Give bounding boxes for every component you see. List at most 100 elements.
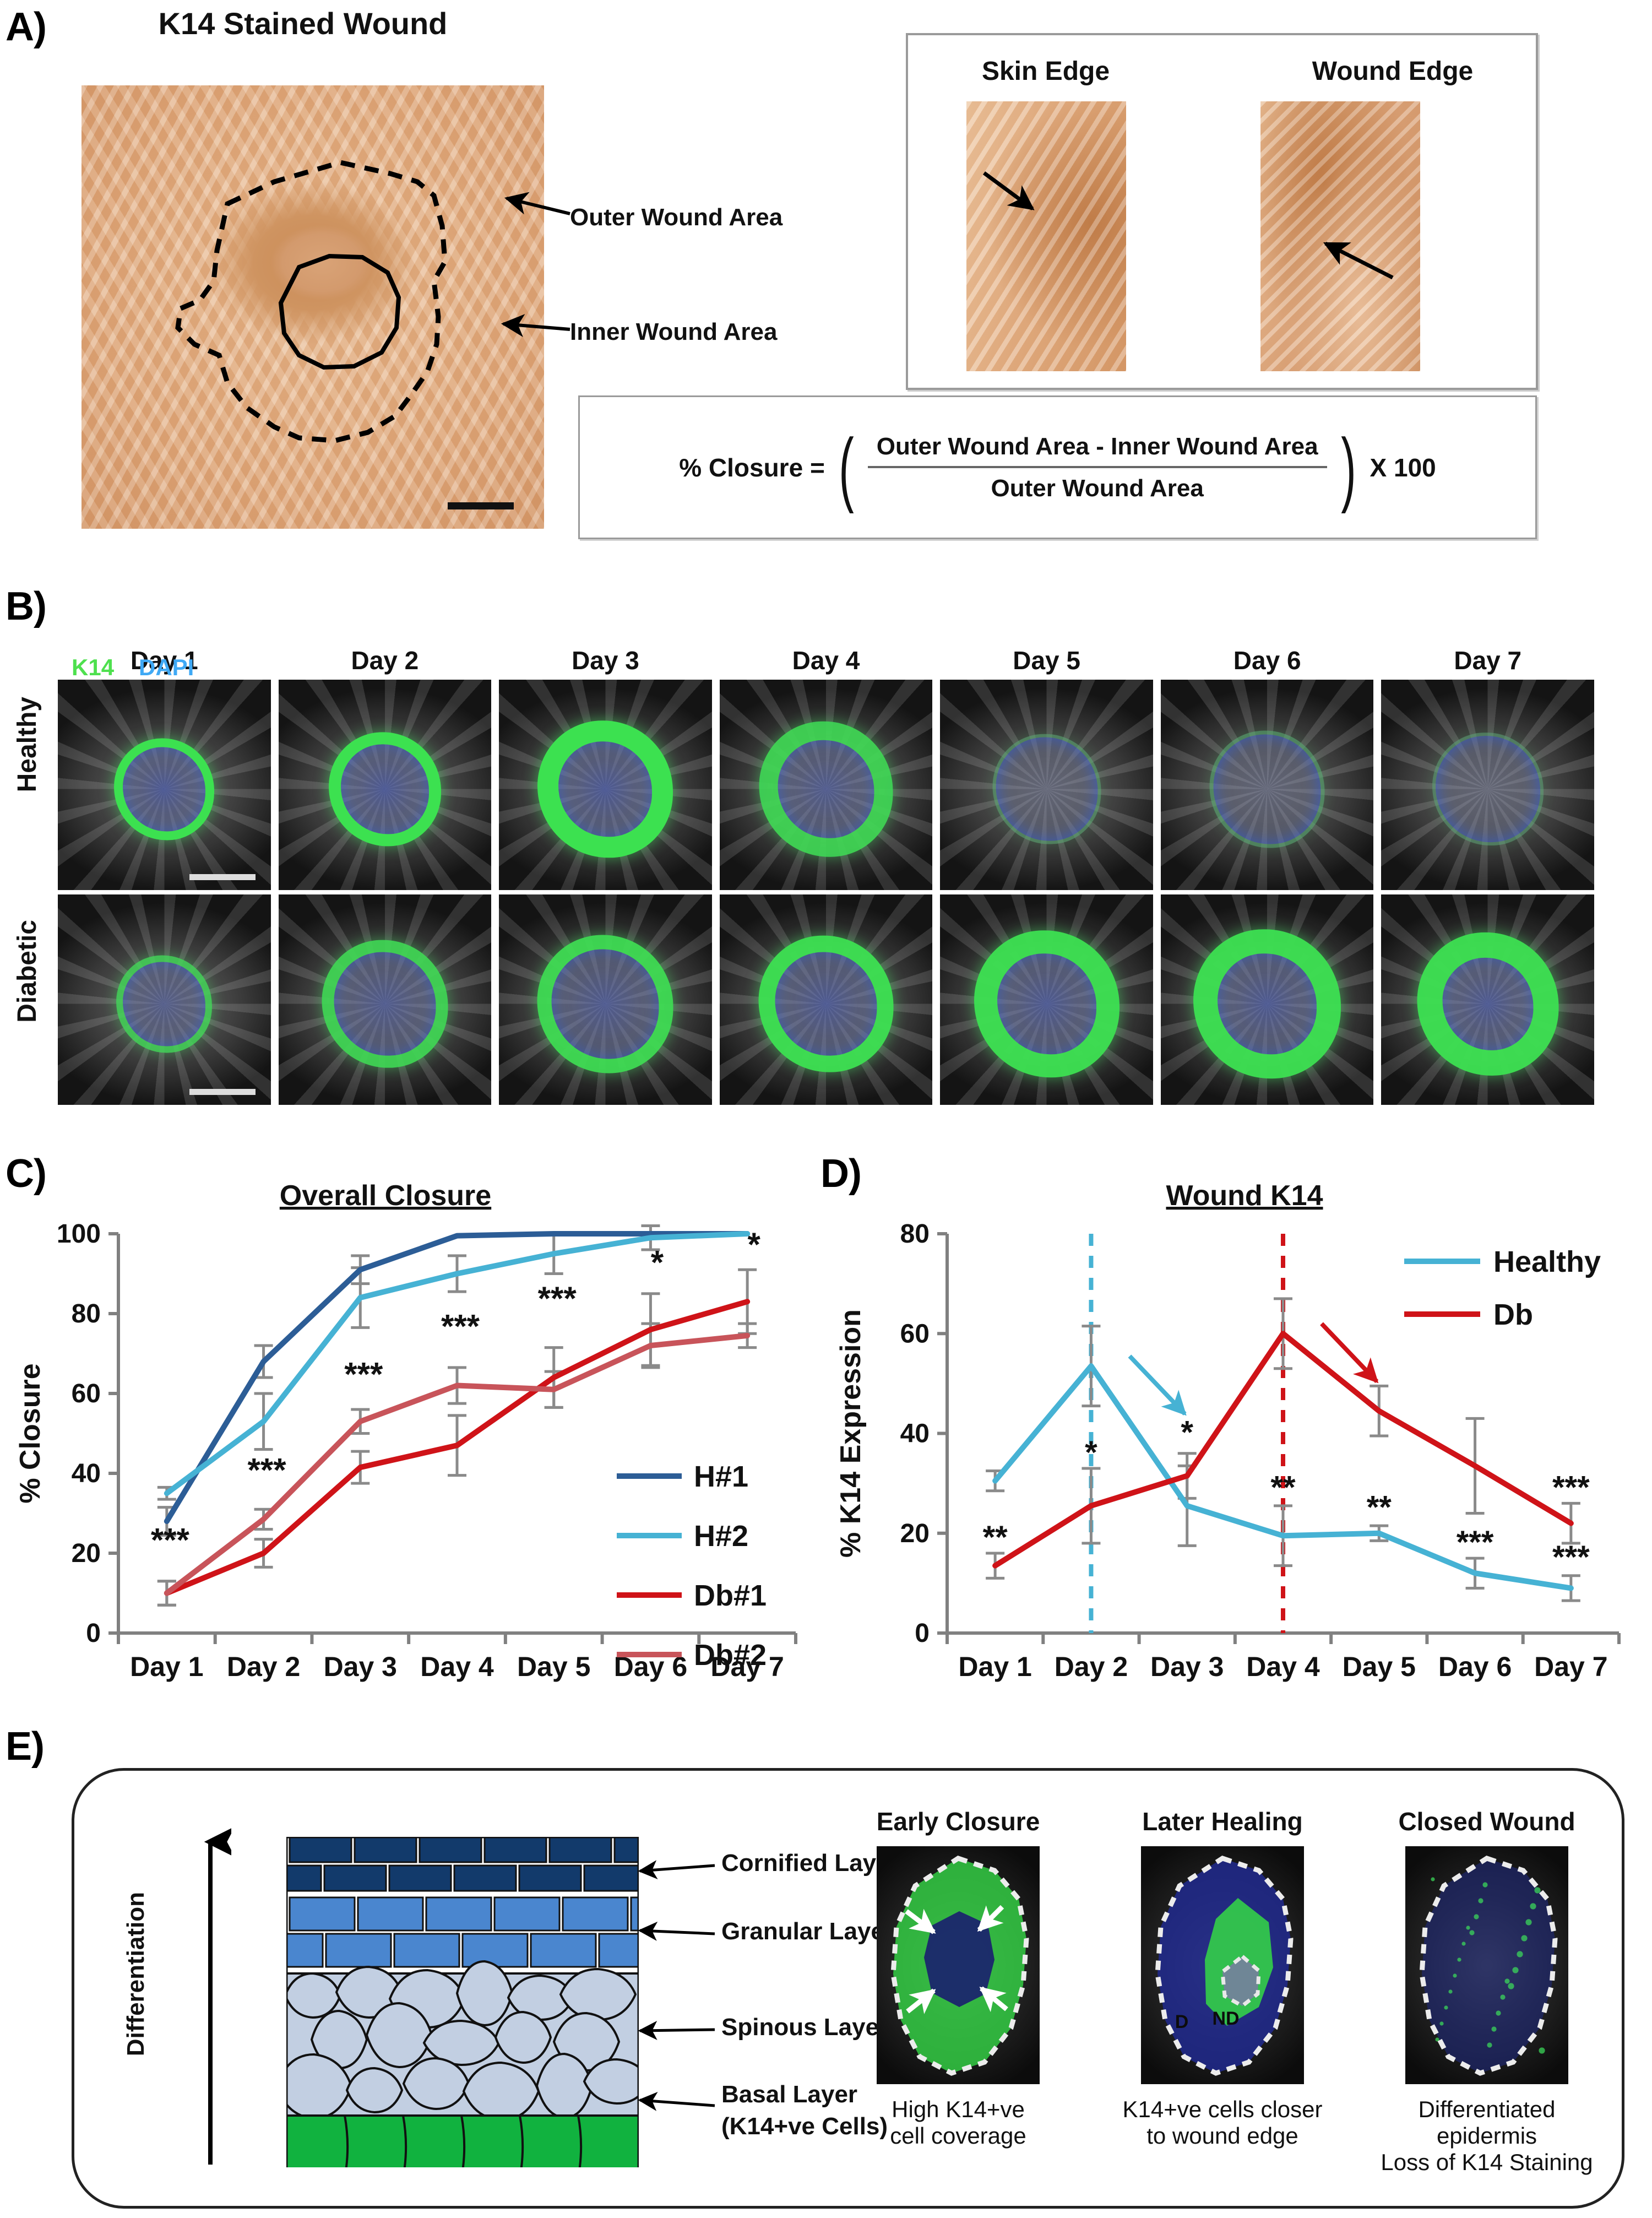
annotation-nd: ND xyxy=(1212,2008,1239,2029)
k14-speckle xyxy=(1500,1994,1506,2000)
k14-speckle xyxy=(1525,1919,1532,1926)
significance-marker-day-1: *** xyxy=(151,1521,190,1558)
basal-leader xyxy=(638,2091,715,2111)
panel-b-day-label-row: Day 1 Day 2 Day 3 Day 4 Day 5 Day 6 Day 7 xyxy=(58,646,1594,675)
scale-bar xyxy=(189,874,256,880)
micrograph-diabetic-day-7 xyxy=(1381,894,1595,1105)
day-label-1: Day 1 xyxy=(130,646,198,675)
panel-a-letter: A) xyxy=(6,5,47,49)
x-tick-label-4: Day 4 xyxy=(1246,1651,1320,1682)
spinous-cell xyxy=(583,2058,639,2105)
channel-legend-k14: K14 xyxy=(72,654,115,680)
trend-arrow-cf1318 xyxy=(1320,1322,1379,1384)
stage-caption-line2-3: Loss of K14 Staining xyxy=(1381,2149,1593,2175)
residual-wound-region xyxy=(1220,1954,1261,2009)
layer-label-granular: Granular Layer xyxy=(721,1918,894,1945)
granular-cell xyxy=(562,1896,629,1932)
significance-marker-day-6: *** xyxy=(1457,1525,1494,1560)
epidermis-layer-schematic xyxy=(286,1837,639,2167)
wound-k14-chart: Wound K14 0 20 40 60 80 Day 1 Day 2 Day 3 Day 4 Da… xyxy=(835,1180,1621,1682)
micrograph-healthy-day-7 xyxy=(1381,680,1595,890)
cornified-cell xyxy=(289,1837,352,1863)
k14-speckle xyxy=(1504,1978,1510,1984)
layer-label-basal: Basal Layer xyxy=(721,2081,858,2108)
micrograph-healthy-day-5 xyxy=(940,680,1153,890)
y-axis-label: % Closure xyxy=(14,1363,46,1503)
k14-stained-wound-ring xyxy=(1432,732,1544,846)
differentiation-label: Differentiation xyxy=(122,1892,149,2057)
wound-edge-arrow xyxy=(1323,241,1394,280)
wound-boundary-dashed xyxy=(1419,1856,1558,2076)
series-line-db2 xyxy=(164,1332,751,1596)
cornified-cell xyxy=(388,1864,452,1892)
k14-speckle xyxy=(1530,1903,1536,1910)
stage-caption-line2-2: to wound edge xyxy=(1146,2123,1298,2149)
micrograph-healthy-day-1 xyxy=(58,680,271,890)
outer-wound-dashed-boundary xyxy=(175,160,448,443)
significance-marker-day-4: ** xyxy=(1270,1469,1296,1505)
wound-photograph xyxy=(81,85,544,529)
day-label-4: Day 4 xyxy=(792,646,860,675)
closure-direction-arrow xyxy=(979,1986,1008,2013)
cornified-cell xyxy=(354,1837,417,1863)
panel-b-diabetic-row xyxy=(58,894,1595,1105)
cornified-cell xyxy=(419,1837,482,1863)
micrograph-diabetic-day-5 xyxy=(940,894,1153,1105)
micrograph-diabetic-day-3 xyxy=(499,894,712,1105)
cornified-cell xyxy=(583,1864,639,1892)
granular-cell xyxy=(530,1933,597,1968)
label-outer-wound-area: Outer Wound Area xyxy=(570,204,783,231)
micrograph-healthy-day-4 xyxy=(719,680,933,890)
inset-image-skin-edge xyxy=(966,101,1126,371)
significance-marker-day-7: * xyxy=(747,1226,760,1263)
significance-marker-day-5: ** xyxy=(1367,1490,1392,1526)
k14-speckle xyxy=(1461,1942,1466,1946)
legend-label-h2: H#2 xyxy=(694,1520,748,1553)
granular-cell xyxy=(393,1933,460,1968)
stage-overlay-2: D ND xyxy=(1155,1856,1294,2076)
micrograph-diabetic-day-1 xyxy=(58,894,271,1105)
edge-inset-box: Skin Edge Wound Edge xyxy=(906,33,1538,390)
k14-speckle xyxy=(1534,1887,1541,1894)
granular-leader xyxy=(638,1921,715,1941)
skin-edge-arrow-overlay xyxy=(982,171,1035,210)
formula-close-paren: ) xyxy=(1340,421,1356,514)
k14-speckle xyxy=(1457,1957,1461,1962)
micrograph-diabetic-day-4 xyxy=(719,894,933,1105)
x-tick-label-1: Day 1 xyxy=(958,1651,1031,1682)
stage-caption-line1-2: K14+ve cells closer xyxy=(1122,2096,1323,2122)
y-tick-label: 60 xyxy=(900,1319,930,1348)
stage-title-2: Later Healing xyxy=(1142,1807,1303,1836)
closure-formula-box: % Closure = ( Outer Wound Area - Inner W… xyxy=(578,395,1537,539)
stage-block-1: Early Closure High K14+ve cell coverage xyxy=(843,1807,1074,2149)
k14-stained-wound-ring xyxy=(1417,932,1559,1076)
basal-cell-divider xyxy=(519,2115,524,2167)
panel-c: C) Overall Closure 0 20 40 60 80 100 Day 1 Day 2… xyxy=(0,1146,815,1729)
chart-title: Wound K14 xyxy=(1166,1180,1323,1212)
basal-cell-divider xyxy=(402,2115,407,2167)
skin-edge-arrow xyxy=(982,171,1035,210)
y-tick-label: 0 xyxy=(915,1619,930,1648)
significance-marker-day-6: * xyxy=(651,1244,664,1281)
x-tick-label-5: Day 5 xyxy=(517,1651,590,1682)
granular-cell xyxy=(493,1896,561,1932)
inset-title-skin-edge: Skin Edge xyxy=(981,57,1110,86)
x-tick-label-7: Day 7 xyxy=(710,1651,784,1682)
significance-marker-day-7: *** xyxy=(1552,1469,1590,1505)
stage-micrograph-3 xyxy=(1405,1846,1568,2084)
overall-closure-chart: Overall Closure 0 20 40 60 80 100 Day 1 Day 2 Day… xyxy=(14,1180,797,1682)
k14-speckle xyxy=(1491,2026,1497,2032)
k14-stained-wound-ring xyxy=(116,955,213,1053)
panel-e: E) Differentiation Cornified Layer Granu… xyxy=(0,1724,1652,2218)
spinous-cell xyxy=(494,2010,552,2064)
chart-title: Overall Closure xyxy=(280,1180,491,1212)
significance-marker-day-2: * xyxy=(1085,1435,1097,1471)
formula-numerator: Outer Wound Area - Inner Wound Area xyxy=(876,432,1318,460)
x-tick-label-5: Day 5 xyxy=(1343,1651,1416,1682)
channel-legend-dapi: DAPI xyxy=(139,654,194,680)
k14-speckle xyxy=(1435,2037,1439,2042)
granular-cell xyxy=(289,1896,356,1932)
closure-direction-arrow xyxy=(977,1905,1004,1932)
basal-cell-divider xyxy=(460,2115,466,2167)
stage-block-3: Closed Wound Differentiated epidermis Loss… xyxy=(1371,1807,1602,2176)
